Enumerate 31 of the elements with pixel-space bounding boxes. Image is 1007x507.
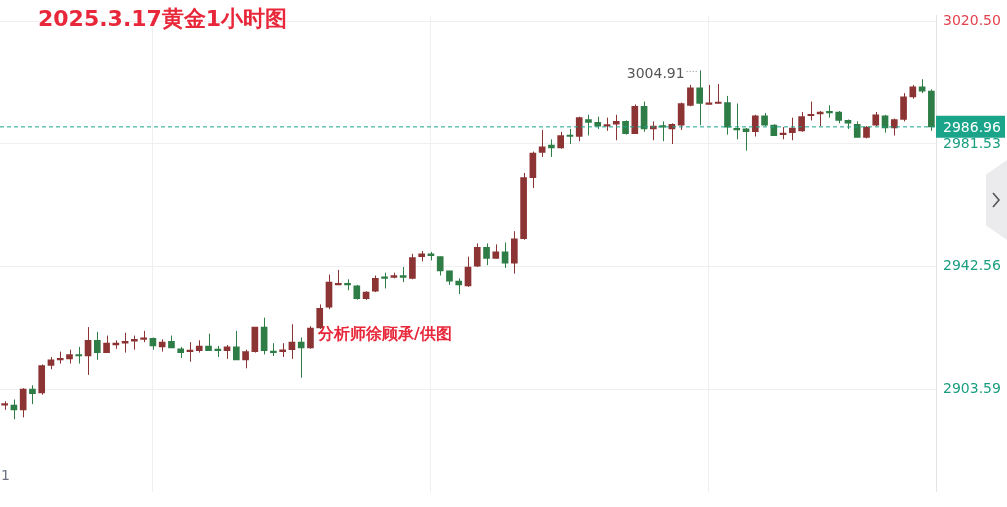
- candlestick: [798, 111, 805, 133]
- y-tick-label: 2981.53: [943, 134, 1001, 151]
- candlestick: [242, 349, 249, 369]
- candlestick: [826, 104, 833, 119]
- candlestick: [93, 331, 101, 361]
- candlestick: [575, 116, 583, 142]
- candlestick: [297, 336, 305, 379]
- annotation: 分析师徐顾承/供图: [318, 324, 452, 345]
- candlestick: [696, 69, 704, 126]
- ref-line-label: 2986.96: [943, 118, 1001, 135]
- candlestick: [473, 242, 481, 268]
- candlestick: [900, 92, 907, 122]
- y-tick-label: 2903.59: [943, 379, 1001, 396]
- candlestick: [714, 83, 722, 104]
- candlestick: [483, 242, 490, 266]
- candlestick: [307, 325, 314, 350]
- annotation: 3004.91: [626, 65, 685, 82]
- candlestick: [789, 117, 796, 141]
- candlestick: [409, 253, 416, 280]
- candlestick: [29, 384, 36, 405]
- candlestick: [501, 241, 509, 269]
- y-tick-label: 2942.56: [943, 257, 1001, 274]
- candlestick: [733, 102, 741, 140]
- candlestick: [232, 330, 240, 361]
- chart-title: 2025.3.17黄金1小时图: [38, 5, 288, 33]
- candlestick: [677, 102, 685, 131]
- candlestick: [612, 114, 620, 141]
- candlestick: [436, 256, 444, 277]
- annotation: 1: [1, 467, 10, 483]
- candlestick: [585, 114, 592, 137]
- y-tick-label: 3020.50: [943, 12, 1001, 29]
